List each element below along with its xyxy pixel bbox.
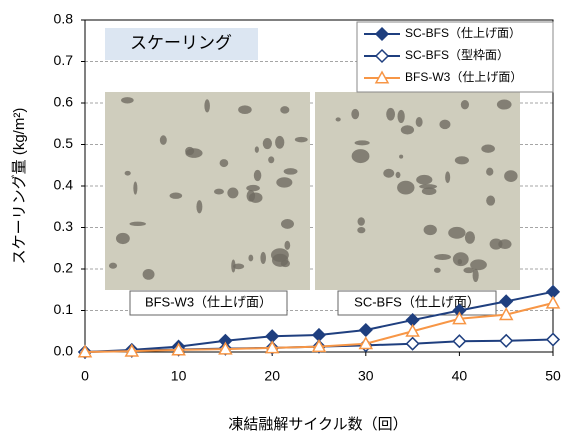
photo-spot xyxy=(504,170,517,182)
photo-spot xyxy=(397,181,414,195)
photo-spot xyxy=(255,146,259,152)
photo-spot xyxy=(281,219,294,229)
photo-spot xyxy=(465,231,475,244)
x-tick-label: 0 xyxy=(81,368,89,384)
y-tick-label: 0.4 xyxy=(54,177,74,193)
photo-spot xyxy=(490,238,503,249)
photo-spot xyxy=(248,255,253,262)
photo-spot xyxy=(448,227,465,239)
photo-spot xyxy=(133,182,137,195)
marker xyxy=(407,338,419,350)
photo-spot xyxy=(263,138,272,149)
photo-spot xyxy=(439,120,450,130)
photo-spot xyxy=(204,99,210,112)
photo-spot xyxy=(284,168,298,175)
x-tick-label: 20 xyxy=(264,368,280,384)
photo-spot xyxy=(268,156,274,163)
photo-spot xyxy=(419,184,437,189)
photo-spot xyxy=(109,263,117,269)
y-tick-label: 0.2 xyxy=(54,260,74,276)
photo-spot xyxy=(399,155,403,159)
inset-title: スケーリング xyxy=(130,33,232,52)
photo-spot xyxy=(116,233,130,244)
photo-spot xyxy=(416,117,423,127)
photo-spot xyxy=(497,100,512,110)
photo-spot xyxy=(481,145,495,153)
photo-spot xyxy=(275,136,284,149)
photo-spot xyxy=(358,217,365,226)
y-tick-label: 0.0 xyxy=(54,343,74,359)
photo-spot xyxy=(398,110,405,123)
y-tick-label: 0.1 xyxy=(54,301,74,317)
photo-spot xyxy=(231,259,235,272)
marker xyxy=(453,335,465,347)
photo: BFS-W3（仕上げ面） xyxy=(105,92,310,315)
photo-spot xyxy=(434,254,451,260)
photo-spot xyxy=(357,227,365,233)
x-axis-label: 凍結融解サイクル数（回） xyxy=(228,416,407,433)
photo-spot xyxy=(260,252,266,264)
y-tick-label: 0.6 xyxy=(54,94,74,110)
photo-spot xyxy=(227,187,238,198)
photo-spot xyxy=(455,156,469,164)
y-tick-label: 0.7 xyxy=(54,52,74,68)
photo-label: BFS-W3（仕上げ面） xyxy=(145,294,272,309)
marker xyxy=(500,295,512,307)
photo-spot xyxy=(355,140,370,145)
x-tick-label: 40 xyxy=(452,368,468,384)
photo-spot xyxy=(352,149,370,163)
photo-spot xyxy=(196,200,202,213)
photo-spot xyxy=(214,189,224,195)
legend-label: BFS-W3（仕上げ面） xyxy=(405,70,522,84)
legend-label: SC-BFS（仕上げ面） xyxy=(405,26,521,40)
photo-spot xyxy=(351,109,359,119)
photo-spot xyxy=(486,195,495,205)
photo-spot xyxy=(386,108,395,121)
photo-spot xyxy=(238,105,252,114)
x-tick-label: 50 xyxy=(545,368,561,384)
photo-spot xyxy=(143,269,155,280)
photo-spot xyxy=(453,252,469,266)
photo-spot xyxy=(170,193,183,199)
y-axis-label: スケーリング量 (kg/m²) xyxy=(11,108,28,265)
photo-spot xyxy=(461,100,469,109)
y-tick-label: 0.5 xyxy=(54,135,74,151)
photo-spot xyxy=(470,259,487,270)
chart: スケーリング 凍結融解サイクル数（回） スケーリング量 (kg/m²) 0.0 0… xyxy=(0,0,565,441)
marker xyxy=(547,297,559,308)
y-tick-label: 0.3 xyxy=(54,218,74,234)
x-tick-label: 30 xyxy=(358,368,374,384)
photo-spot xyxy=(401,125,414,134)
photo-spot xyxy=(473,269,479,282)
photo-spot xyxy=(295,137,308,142)
photo-spot xyxy=(220,159,229,167)
photo-spot xyxy=(280,106,289,113)
photo-spot xyxy=(434,268,441,273)
x-tick-label: 10 xyxy=(171,368,187,384)
photo-spot xyxy=(383,169,394,178)
photo-spot xyxy=(129,222,146,226)
y-tick-label: 0.8 xyxy=(54,11,74,27)
photo-spot xyxy=(416,175,432,185)
legend-label: SC-BFS（型枠面） xyxy=(405,48,509,62)
photo-spot xyxy=(336,117,341,121)
photo-spot xyxy=(254,170,261,181)
photo-spot xyxy=(445,171,450,183)
photo-spot xyxy=(486,168,493,176)
photo-spot xyxy=(271,248,289,262)
photo-spot xyxy=(424,225,437,235)
photo-spot xyxy=(284,241,290,250)
marker xyxy=(360,324,372,336)
photo-spot xyxy=(249,193,263,203)
marker xyxy=(547,334,559,346)
photo-spot xyxy=(160,135,167,145)
photo-spot xyxy=(246,185,260,191)
marker xyxy=(500,335,512,347)
photo-spot xyxy=(185,147,194,155)
photo: SC-BFS（仕上げ面） xyxy=(315,92,520,315)
photo-spot xyxy=(125,171,131,176)
photo-spot xyxy=(276,177,292,187)
photo-spot xyxy=(121,97,134,103)
photo-spot xyxy=(396,172,401,178)
